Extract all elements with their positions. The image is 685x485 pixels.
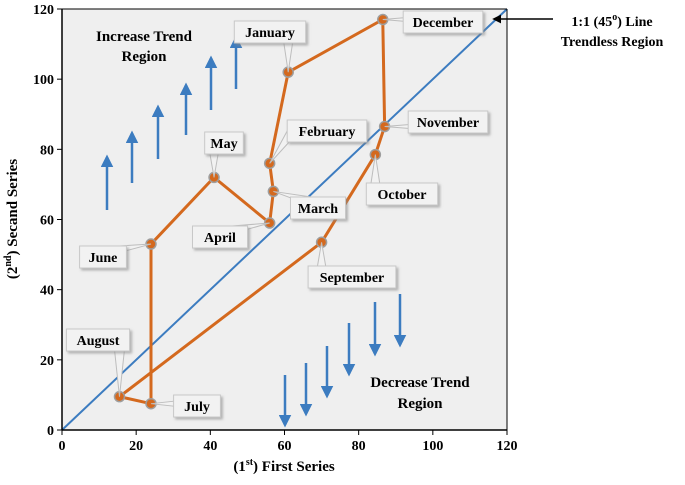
series-markers	[113, 13, 391, 410]
point-callouts: January February March April May June July Augu…	[65, 10, 489, 418]
trend-arrows	[100, 35, 407, 428]
trendless-note: 1:1 (45o) Line Trendless Region	[492, 12, 664, 50]
increase-region-line1: Increase Trend	[96, 29, 193, 45]
x-tick-label: 80	[352, 439, 366, 454]
callout-october: October	[365, 154, 439, 206]
point-label: August	[77, 334, 120, 349]
y-tick-label: 80	[40, 143, 54, 158]
point-label: October	[378, 188, 427, 203]
callout-may: May	[204, 131, 244, 178]
reference-line-1-to-1	[61, 8, 508, 431]
y-tick-label: 60	[40, 214, 54, 229]
y-axis-title: (2nd) Secand Series	[3, 159, 21, 279]
callout-box	[290, 196, 346, 220]
point-label: January	[245, 26, 295, 41]
point-label: June	[89, 251, 118, 266]
x-tick-label: 120	[497, 439, 518, 454]
x-tick-label: 100	[422, 439, 443, 454]
point-label: March	[298, 202, 338, 217]
decrease-region-label: Decrease Trend Region	[370, 375, 470, 412]
trendless-note-line1: 1:1 (45o) Line	[571, 12, 652, 30]
y-tick-label: 40	[40, 284, 54, 299]
callout-box	[365, 182, 439, 206]
increase-region-line2: Region	[122, 49, 168, 65]
axis-ticks: 0 20 40 60 80 100 120 0 20 40 60 80 100 120	[33, 3, 518, 454]
point-label: February	[299, 125, 356, 140]
x-tick-label: 60	[278, 439, 292, 454]
callout-box	[407, 110, 489, 134]
callout-december: December	[382, 10, 484, 34]
callout-february: February	[269, 119, 368, 164]
x-tick-label: 0	[59, 439, 66, 454]
callout-box	[286, 119, 368, 143]
callout-march: March	[273, 190, 346, 220]
x-tick-label: 20	[129, 439, 143, 454]
callout-box	[307, 265, 397, 289]
callout-box	[233, 20, 307, 44]
callout-box	[65, 328, 131, 352]
callout-november: November	[384, 110, 489, 134]
point-label: September	[320, 271, 385, 286]
decrease-region-line1: Decrease Trend	[370, 375, 470, 391]
callout-june: June	[79, 243, 152, 269]
callout-box	[204, 131, 244, 155]
y-tick-label: 0	[47, 424, 54, 439]
x-axis-title: (1st) First Series	[233, 457, 335, 475]
point-label: May	[210, 137, 237, 152]
callout-box	[192, 225, 248, 249]
point-label: April	[204, 231, 236, 246]
point-label: July	[184, 400, 210, 415]
y-tick-label: 100	[33, 73, 54, 88]
callout-box	[79, 245, 127, 269]
callout-august: August	[65, 328, 131, 397]
increase-region-label: Increase Trend Region	[96, 29, 193, 65]
callout-january: January	[233, 20, 307, 73]
point-label: November	[417, 116, 479, 131]
decrease-region-line2: Region	[398, 396, 444, 412]
callout-box	[173, 394, 221, 418]
callout-april: April	[192, 222, 270, 249]
callout-july: July	[150, 394, 221, 418]
callout-box	[402, 10, 484, 34]
y-tick-label: 120	[33, 3, 54, 18]
x-tick-label: 40	[203, 439, 217, 454]
callout-september: September	[307, 242, 397, 289]
y-tick-label: 20	[40, 354, 54, 369]
trendless-note-line2: Trendless Region	[561, 35, 664, 50]
point-label: December	[413, 16, 474, 31]
